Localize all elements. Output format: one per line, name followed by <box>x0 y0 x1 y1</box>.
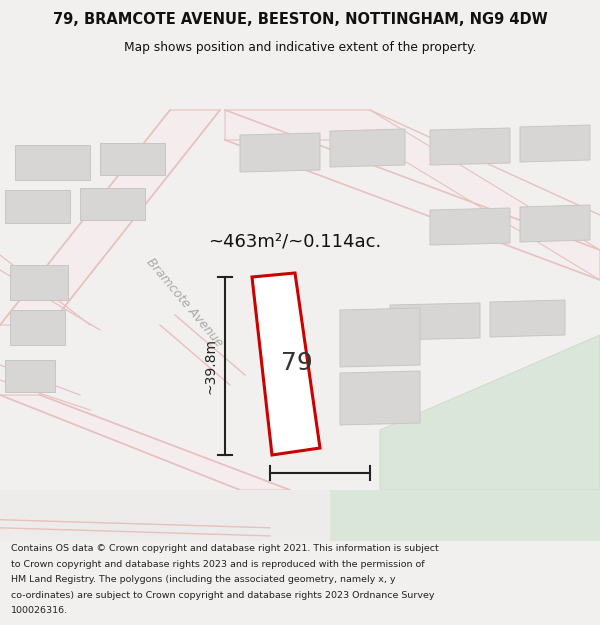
Polygon shape <box>15 145 90 180</box>
Polygon shape <box>390 303 480 340</box>
Polygon shape <box>520 125 590 162</box>
Polygon shape <box>80 188 145 220</box>
Polygon shape <box>225 110 600 280</box>
Polygon shape <box>430 208 510 245</box>
Polygon shape <box>240 133 320 172</box>
Polygon shape <box>340 308 420 367</box>
Polygon shape <box>490 300 565 337</box>
Bar <box>330 490 600 541</box>
Polygon shape <box>0 110 220 325</box>
Polygon shape <box>520 205 590 242</box>
Polygon shape <box>100 143 165 175</box>
Polygon shape <box>5 360 55 392</box>
Text: co-ordinates) are subject to Crown copyright and database rights 2023 Ordnance S: co-ordinates) are subject to Crown copyr… <box>11 591 434 599</box>
Text: Contains OS data © Crown copyright and database right 2021. This information is : Contains OS data © Crown copyright and d… <box>11 544 439 553</box>
Polygon shape <box>252 273 320 455</box>
Bar <box>0 490 600 541</box>
Text: ~463m²/~0.114ac.: ~463m²/~0.114ac. <box>208 232 382 250</box>
Polygon shape <box>340 371 420 425</box>
Polygon shape <box>430 128 510 165</box>
Polygon shape <box>380 335 600 490</box>
Text: HM Land Registry. The polygons (including the associated geometry, namely x, y: HM Land Registry. The polygons (includin… <box>11 575 395 584</box>
Polygon shape <box>330 129 405 167</box>
Text: to Crown copyright and database rights 2023 and is reproduced with the permissio: to Crown copyright and database rights 2… <box>11 559 424 569</box>
Text: Bramcote Avenue: Bramcote Avenue <box>144 256 226 350</box>
Polygon shape <box>10 265 68 300</box>
Polygon shape <box>5 190 70 223</box>
Text: 79, BRAMCOTE AVENUE, BEESTON, NOTTINGHAM, NG9 4DW: 79, BRAMCOTE AVENUE, BEESTON, NOTTINGHAM… <box>53 12 547 27</box>
Polygon shape <box>0 395 290 490</box>
Text: 100026316.: 100026316. <box>11 606 68 615</box>
Text: ~23.1m: ~23.1m <box>292 491 348 505</box>
Text: Map shows position and indicative extent of the property.: Map shows position and indicative extent… <box>124 41 476 54</box>
Text: ~39.8m: ~39.8m <box>204 338 218 394</box>
Polygon shape <box>10 310 65 345</box>
Text: 79: 79 <box>281 351 313 375</box>
